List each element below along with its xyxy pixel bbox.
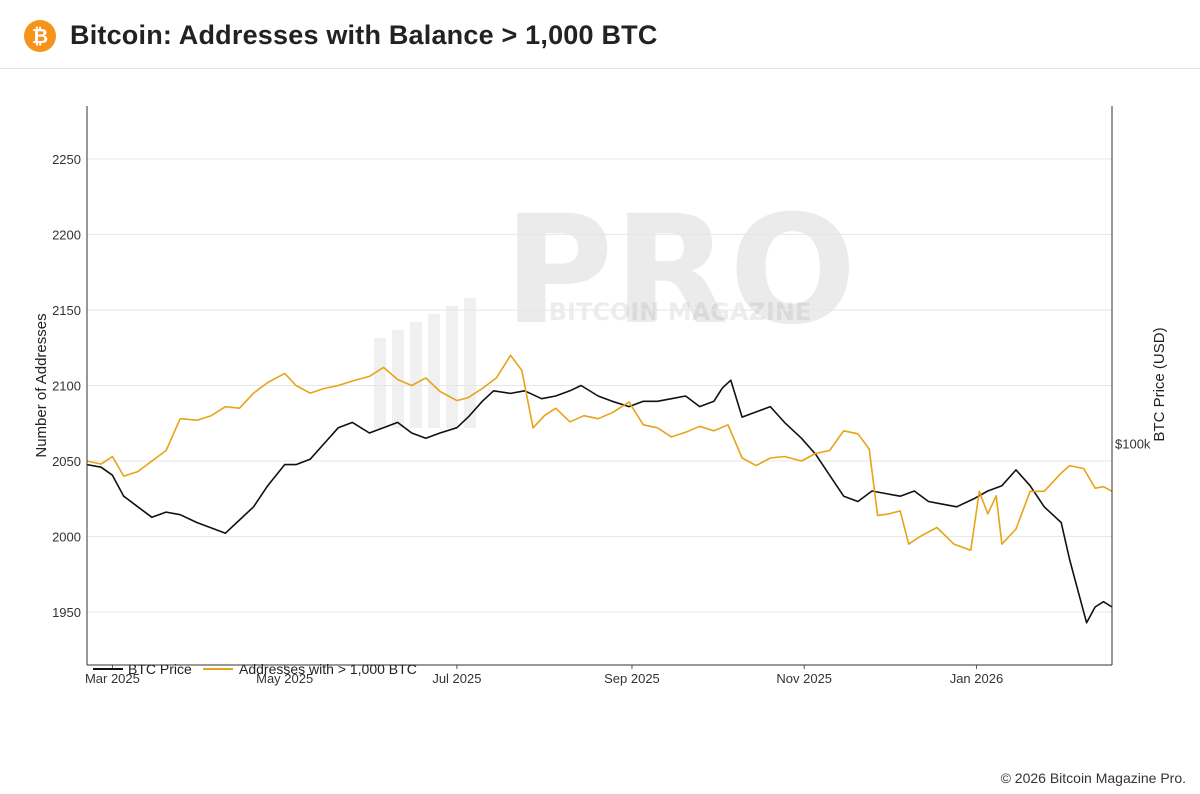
watermark-top-text: BITCOIN MAGAZINE [549,298,812,326]
x-tick-label: Nov 2025 [776,671,832,686]
page-title: Bitcoin: Addresses with Balance > 1,000 … [70,20,658,50]
legend-label-addresses: Addresses with > 1,000 BTC [239,661,417,677]
y-tick-label: 2150 [52,303,81,318]
watermark-bar-icon [428,314,440,428]
btc-price-line [86,379,1113,624]
y-tick-label: 2050 [52,454,81,469]
y-tick-label: 2000 [52,530,81,545]
x-tick-label: Mar 2025 [85,671,140,686]
bitcoin-logo-icon: ₿ [24,20,56,52]
y2-tick-label: $100k [1115,437,1151,452]
axes: 1950 2000 2050 2100 2150 2200 2250 $100k Mar 202… [33,106,1168,686]
legend-label-btc-price: BTC Price [128,661,192,677]
grid-lines [87,158,1112,613]
watermark-bar-icon [374,338,386,428]
watermark-bar-icon [464,298,476,428]
y-tick-label: 1950 [52,605,81,620]
x-tick-label: Jan 2026 [950,671,1004,686]
legend: BTC Price Addresses with > 1,000 BTC [93,661,417,677]
header: ₿ Bitcoin: Addresses with Balance > 1,00… [0,0,1200,69]
series-lines [86,354,1113,624]
y-axis-title: Number of Addresses [33,313,50,457]
copyright: © 2026 Bitcoin Magazine Pro. [1000,770,1186,786]
watermark-main-text: PRO [504,184,857,358]
y-tick-label: 2250 [52,152,81,167]
addresses-line [86,354,1113,551]
y2-axis-title: BTC Price (USD) [1151,327,1168,441]
y-tick-label: 2200 [52,227,81,242]
y-tick-label: 2100 [52,379,81,394]
x-tick-label: Sep 2025 [604,671,660,686]
watermark-bar-icon [446,306,458,428]
watermark-bar-icon [410,322,422,428]
x-tick-label: Jul 2025 [432,671,481,686]
x-tick-label: May 2025 [256,671,313,686]
